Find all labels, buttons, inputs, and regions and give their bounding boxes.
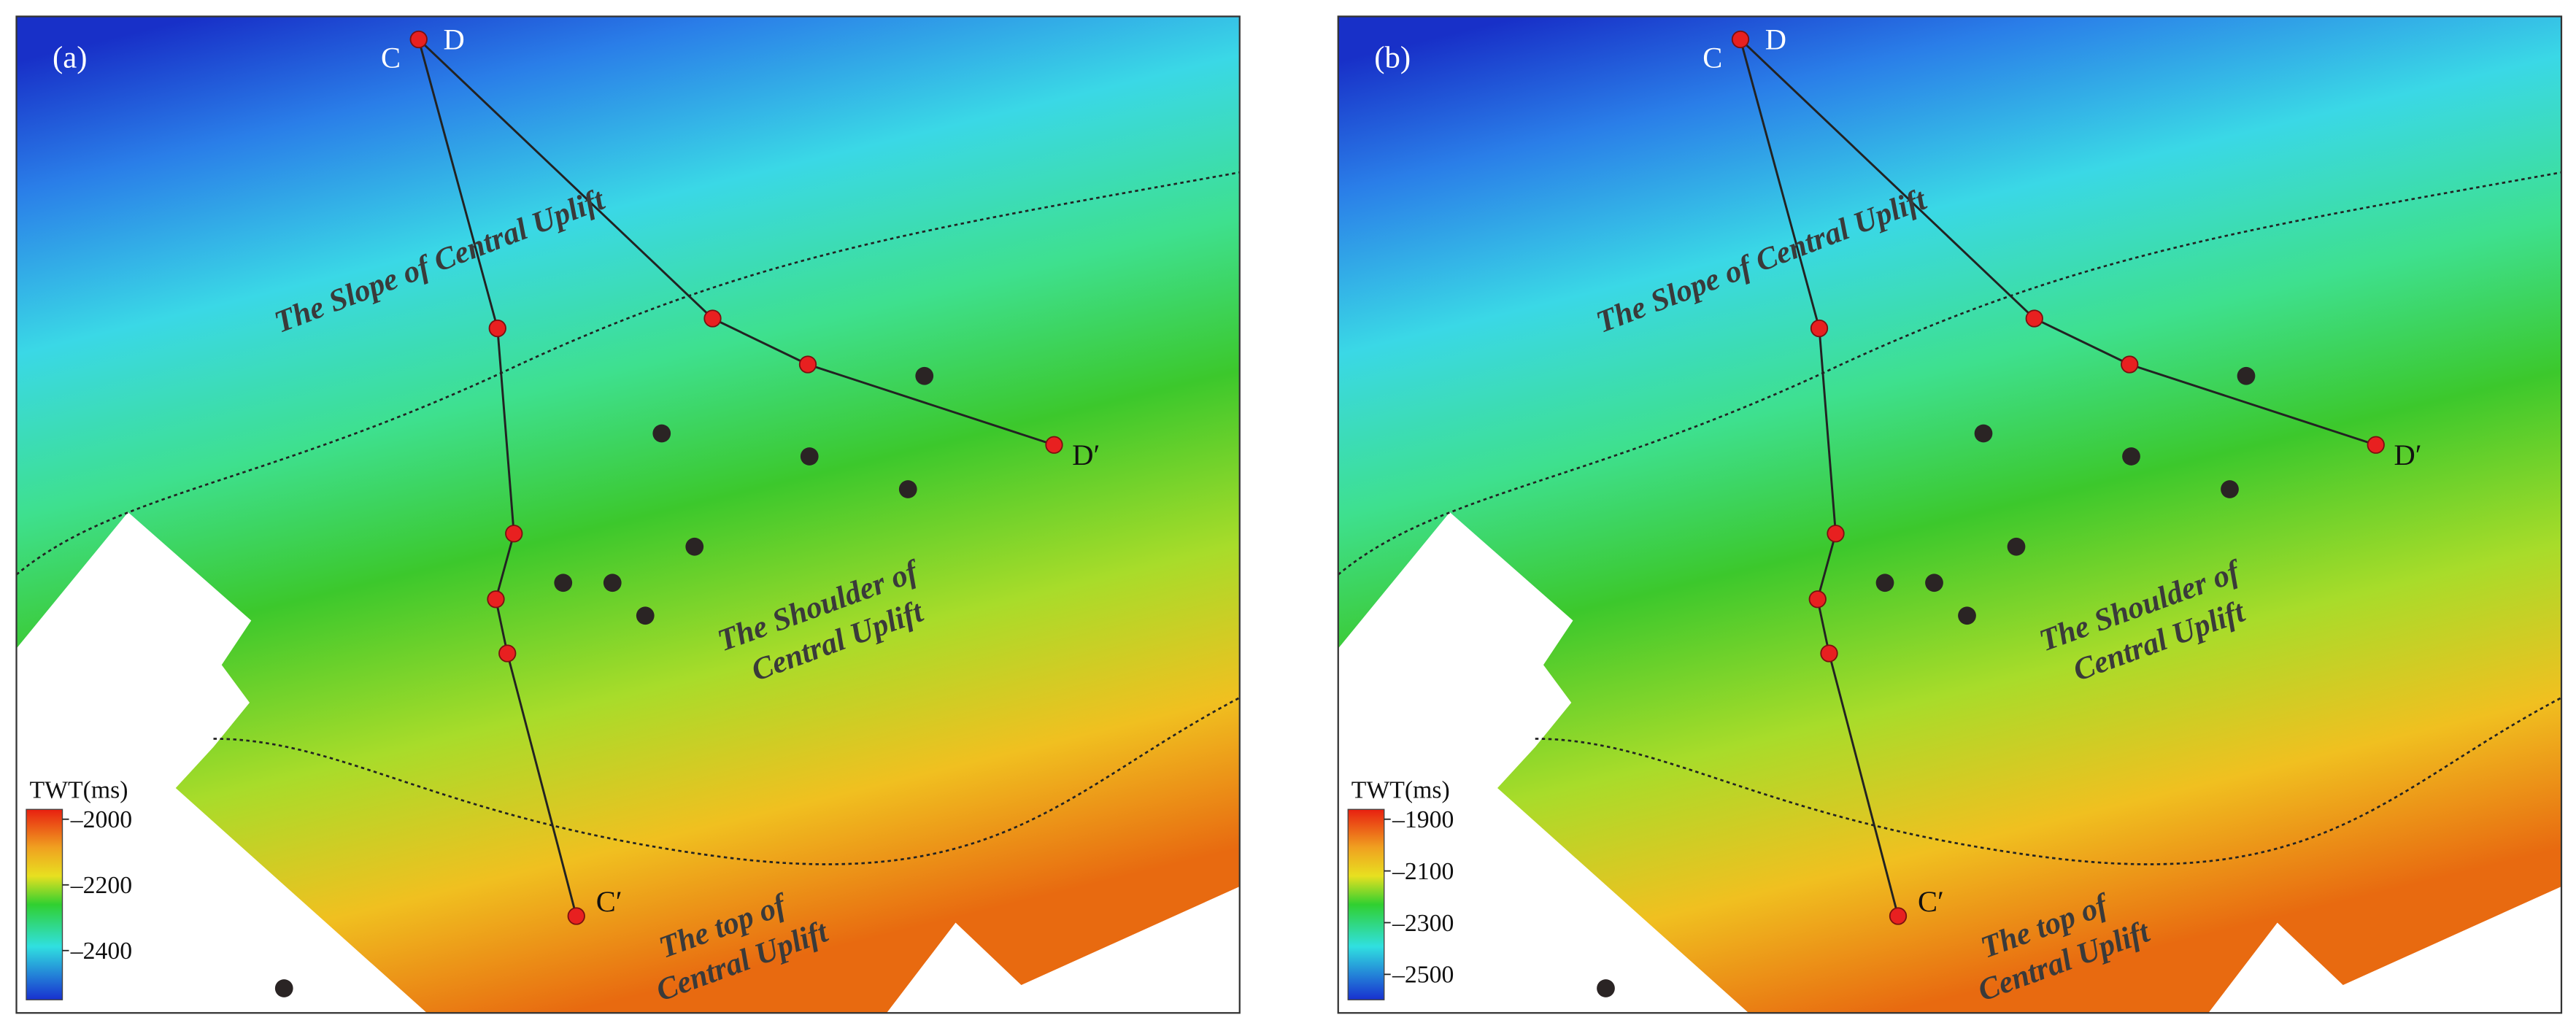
no-data-area xyxy=(887,887,1240,1013)
profile-point xyxy=(1889,907,1908,925)
panel-label: (b) xyxy=(1374,40,1411,74)
well xyxy=(1875,574,1894,592)
well xyxy=(1958,606,1976,625)
profile-point xyxy=(409,30,428,49)
well xyxy=(898,480,917,498)
profile-point xyxy=(505,525,523,543)
colorbar-tick-label: –2000 xyxy=(70,806,132,833)
profile-point xyxy=(1810,319,1829,338)
profile-point xyxy=(567,907,585,925)
point-label: D xyxy=(1765,23,1786,56)
panel-frame xyxy=(1337,15,2563,1014)
map-panel: (a) CDC′D′The Slope of Central UpliftThe … xyxy=(15,15,1241,1014)
no-data-area xyxy=(1338,512,1749,1013)
colorbar-tick-label: –1900 xyxy=(1392,806,1454,833)
no-data-area xyxy=(2208,887,2561,1013)
point-label: C xyxy=(381,41,401,74)
point-label: D′ xyxy=(2394,439,2422,471)
well xyxy=(603,574,622,592)
panel-frame xyxy=(15,15,1241,1014)
profile-point xyxy=(1045,436,1063,454)
profile-line xyxy=(1739,38,2377,447)
profile-line xyxy=(417,38,1054,447)
no-data-area xyxy=(16,512,427,1013)
profile-point xyxy=(488,319,506,338)
profile-point xyxy=(487,590,505,609)
well xyxy=(652,424,671,443)
panel-label: (a) xyxy=(53,40,87,74)
colorbar-tick-label: –2300 xyxy=(1392,910,1454,937)
profile-point xyxy=(2367,436,2385,454)
colorbar-tick-label: –2500 xyxy=(1392,962,1454,989)
well xyxy=(274,979,293,997)
colorbar-title: TWT(ms) xyxy=(1351,777,1450,804)
well xyxy=(1597,979,1615,997)
profile-point xyxy=(703,309,722,328)
point-label: D′ xyxy=(1072,439,1100,471)
well xyxy=(915,366,934,385)
point-label: D xyxy=(444,23,465,56)
colorbar-tick-label: –2100 xyxy=(1392,858,1454,885)
profile-point xyxy=(2025,309,2043,328)
well xyxy=(2237,366,2256,385)
well xyxy=(2007,537,2026,556)
well xyxy=(1925,574,1943,592)
boundary-line xyxy=(1337,171,2562,576)
colorbar-tick-label: –2200 xyxy=(70,872,132,899)
profile-point xyxy=(1808,590,1827,609)
profile-line xyxy=(1739,39,1900,916)
point-label: C xyxy=(1702,41,1722,74)
point-label: C′ xyxy=(596,885,622,918)
profile-line xyxy=(417,39,578,916)
boundary-line xyxy=(15,171,1240,576)
profile-point xyxy=(2121,355,2139,374)
well xyxy=(2221,480,2239,498)
profile-point xyxy=(1731,30,1750,49)
profile-point xyxy=(798,355,817,374)
well xyxy=(2122,447,2140,466)
well xyxy=(800,447,819,466)
point-label: C′ xyxy=(1918,885,1944,918)
colorbar-tick-label: –2400 xyxy=(70,938,132,965)
map-panel: (b) CDC′D′The Slope of Central UpliftThe … xyxy=(1337,15,2563,1014)
colorbar xyxy=(1347,808,1385,1000)
profile-point xyxy=(498,644,517,663)
profile-point xyxy=(1827,525,1845,543)
well xyxy=(1974,424,1993,443)
well xyxy=(636,606,655,625)
profile-point xyxy=(1820,644,1838,663)
colorbar-title: TWT(ms) xyxy=(30,777,128,804)
well xyxy=(554,574,573,592)
well xyxy=(685,537,704,556)
colorbar xyxy=(26,808,63,1000)
